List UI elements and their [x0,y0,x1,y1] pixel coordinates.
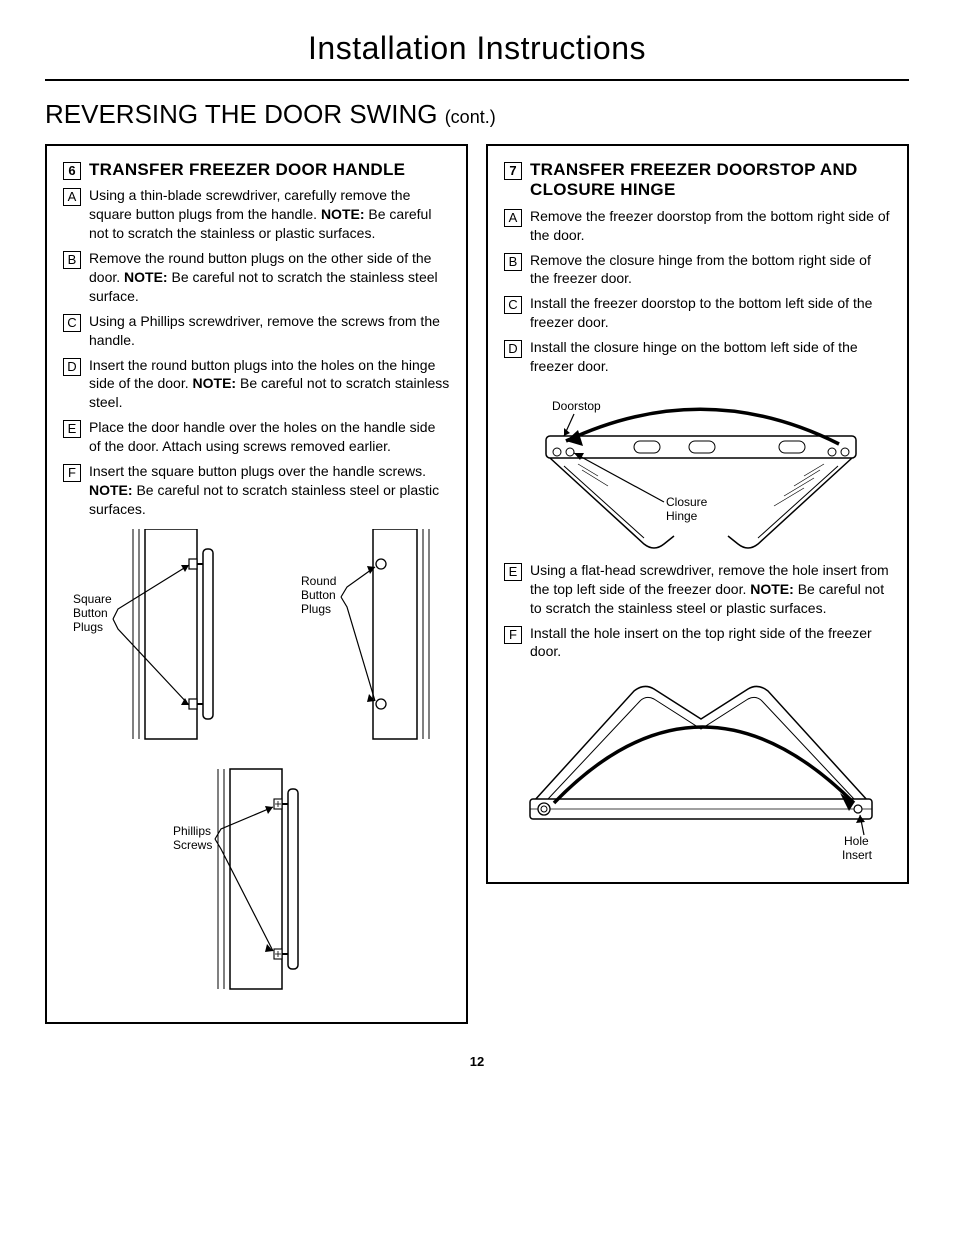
substep-text: Install the hole insert on the top right… [530,624,891,662]
label-square-plugs: Square [73,592,112,606]
diagram-hole-insert: Hole Insert [504,671,891,876]
svg-text:Plugs: Plugs [301,602,331,616]
panel-step-6: 6 TRANSFER FREEZER DOOR HANDLE A Using a … [45,144,468,1024]
substep-letter: C [63,314,81,332]
substep-letter: E [63,420,81,438]
label-round-plugs: Round [301,574,336,588]
substep: A Remove the freezer doorstop from the bo… [504,207,891,245]
substep: D Insert the round button plugs into the … [63,356,450,413]
substep-list-top: A Remove the freezer doorstop from the bo… [504,207,891,376]
substep-text: Insert the round button plugs into the h… [89,356,450,413]
section-title: REVERSING THE DOOR SWING (cont.) [45,99,909,130]
substep-letter: B [63,251,81,269]
substep-letter: C [504,296,522,314]
svg-text:Plugs: Plugs [73,620,103,634]
substep-letter: F [504,626,522,644]
substep-letter: B [504,253,522,271]
svg-text:Insert: Insert [842,848,873,862]
substep-letter: D [63,358,81,376]
page-number: 12 [45,1054,909,1069]
step-number-box: 7 [504,162,522,180]
substep-letter: D [504,340,522,358]
svg-text:Hinge: Hinge [666,509,698,523]
substep-letter: E [504,563,522,581]
substep-text: Remove the round button plugs on the oth… [89,249,450,306]
substep-text: Using a Phillips screwdriver, remove the… [89,312,450,350]
section-title-cont: (cont.) [445,107,496,127]
substep-letter: A [63,188,81,206]
diagram-handle: Square Button Plugs Round Button Plugs [63,529,450,1004]
label-phillips: Phillips [173,824,211,838]
label-hole-insert: Hole [844,834,869,848]
substep-text: Install the closure hinge on the bottom … [530,338,891,376]
step-title: TRANSFER FREEZER DOOR HANDLE [89,160,405,180]
substep-letter: A [504,209,522,227]
section-title-main: REVERSING THE DOOR SWING [45,99,437,129]
substep-letter: F [63,464,81,482]
substep-text: Place the door handle over the holes on … [89,418,450,456]
substep-text: Install the freezer doorstop to the bott… [530,294,891,332]
step-title: TRANSFER FREEZER DOORSTOP AND CLOSURE HI… [530,160,891,201]
step-number-box: 6 [63,162,81,180]
svg-text:Button: Button [73,606,108,620]
substep: E Place the door handle over the holes on… [63,418,450,456]
title-rule [45,79,909,81]
substep-text: Insert the square button plugs over the … [89,462,450,519]
svg-text:Screws: Screws [173,838,212,852]
substep: D Install the closure hinge on the bottom… [504,338,891,376]
substep-text: Using a flat-head screwdriver, remove th… [530,561,891,618]
substep-list-bottom: E Using a flat-head screwdriver, remove t… [504,561,891,661]
substep: B Remove the closure hinge from the botto… [504,251,891,289]
substep-text: Remove the freezer doorstop from the bot… [530,207,891,245]
label-closure-hinge: Closure [666,495,708,509]
substep-text: Remove the closure hinge from the bottom… [530,251,891,289]
substep-list: A Using a thin-blade screwdriver, careful… [63,186,450,518]
substep: E Using a flat-head screwdriver, remove t… [504,561,891,618]
page-title: Installation Instructions [45,30,909,79]
label-doorstop: Doorstop [552,399,601,413]
panel-step-7: 7 TRANSFER FREEZER DOORSTOP AND CLOSURE … [486,144,909,884]
substep: C Using a Phillips screwdriver, remove th… [63,312,450,350]
substep: A Using a thin-blade screwdriver, careful… [63,186,450,243]
diagram-doorstop: Doorstop [504,386,891,561]
columns: 6 TRANSFER FREEZER DOOR HANDLE A Using a … [45,144,909,1024]
substep: C Install the freezer doorstop to the bot… [504,294,891,332]
svg-text:Button: Button [301,588,336,602]
substep: F Insert the square button plugs over the… [63,462,450,519]
substep: B Remove the round button plugs on the ot… [63,249,450,306]
substep-text: Using a thin-blade screwdriver, carefull… [89,186,450,243]
substep: F Install the hole insert on the top righ… [504,624,891,662]
